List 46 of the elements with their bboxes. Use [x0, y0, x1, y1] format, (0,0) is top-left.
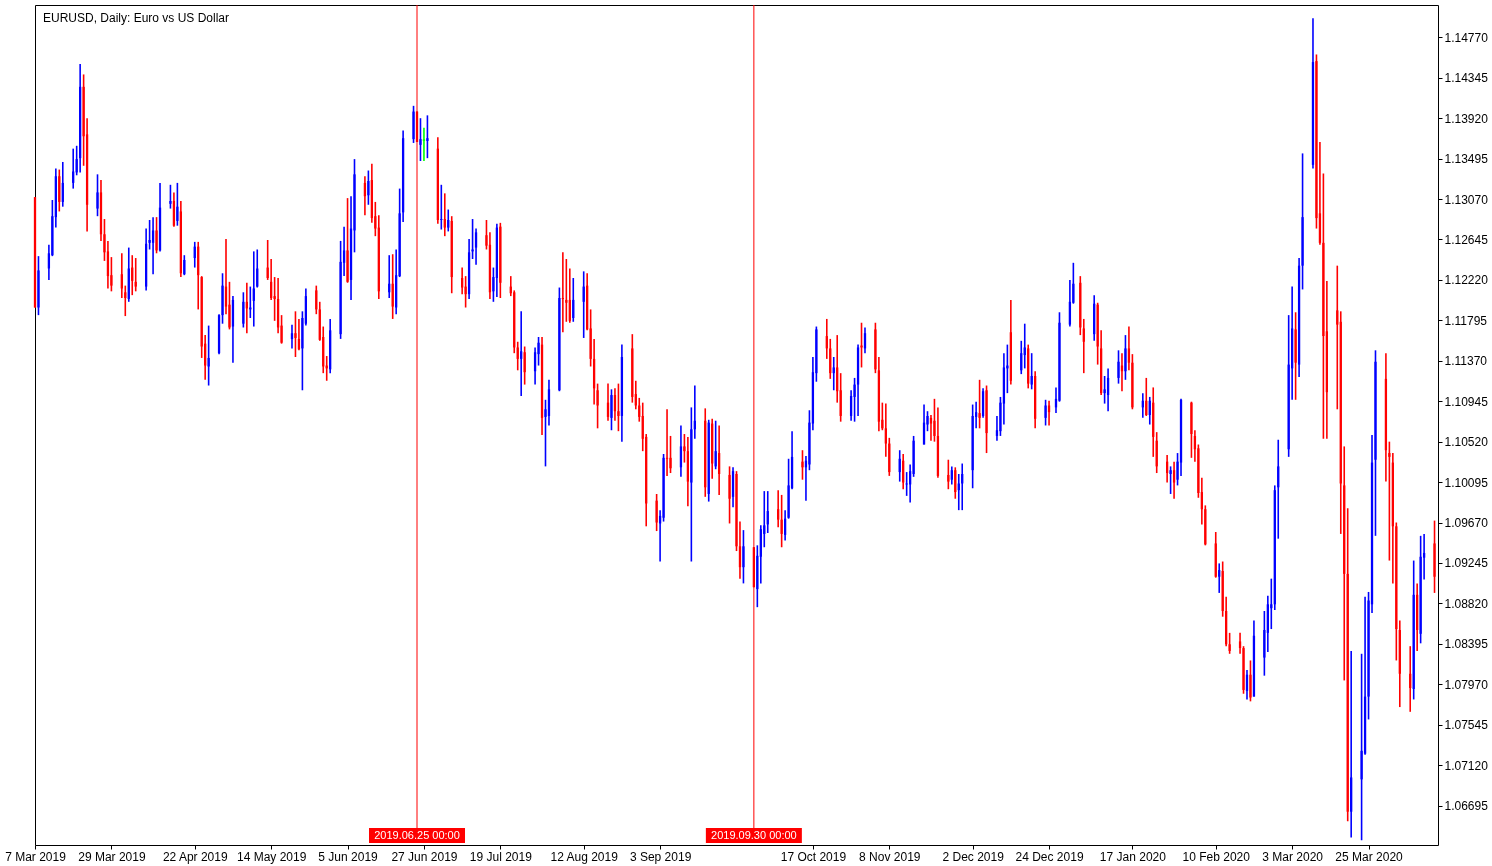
x-tick-label: 5 Jun 2019: [318, 849, 379, 864]
y-tick-label: 1.08395: [1444, 637, 1489, 652]
candlestick: [294, 310, 297, 358]
x-tick-label: 25 Mar 2020: [1335, 849, 1404, 864]
x-tick-label: 17 Oct 2019: [780, 849, 847, 864]
candlestick: [1044, 398, 1047, 427]
y-tick-label: 1.13495: [1444, 152, 1489, 167]
x-tick-label: 19 Jul 2019: [469, 849, 533, 864]
y-tick-label: 1.10945: [1444, 394, 1489, 409]
x-tick-label: 27 Jun 2019: [391, 849, 458, 864]
y-tick-label: 1.07120: [1444, 758, 1489, 773]
x-tick-label: 2 Dec 2019: [942, 849, 1005, 864]
candlestick: [419, 117, 422, 162]
x-tick-label: 14 May 2019: [236, 849, 307, 864]
ref-line-label: 2019.06.25 00:00: [374, 828, 460, 841]
y-tick-label: 1.11795: [1444, 313, 1488, 328]
candlestick: [978, 379, 981, 430]
y-tick-label: 1.08820: [1444, 596, 1489, 611]
x-tick-label: 22 Apr 2019: [162, 849, 228, 864]
candlestick: [96, 173, 99, 217]
x-tick-label: 3 Mar 2020: [1262, 849, 1324, 864]
y-tick-label: 1.12220: [1444, 273, 1489, 288]
ref-line-label: 2019.09.30 00:00: [711, 828, 797, 841]
y-tick-label: 1.07970: [1444, 677, 1489, 692]
candlestick: [617, 382, 620, 432]
y-tick-label: 1.12645: [1444, 233, 1489, 247]
y-tick-label: 1.10095: [1444, 475, 1489, 490]
x-tick-label: 29 Mar 2019: [78, 849, 146, 864]
y-tick-label: 1.13070: [1444, 192, 1489, 207]
x-tick-label: 17 Jan 2020: [1099, 849, 1167, 864]
y-tick-label: 1.11370: [1444, 354, 1488, 369]
y-tick-label: 1.14770: [1444, 30, 1489, 45]
x-tick-label: 7 Mar 2019: [5, 849, 67, 864]
y-tick-label: 1.07545: [1444, 718, 1489, 733]
text: EURUSD, Daily: Euro vs US Dollar: [43, 11, 230, 25]
y-tick-label: 1.09670: [1444, 516, 1489, 531]
y-tick-label: 1.09245: [1444, 556, 1489, 571]
y-tick-label: 1.10520: [1444, 435, 1489, 450]
x-tick-label: 24 Dec 2019: [1015, 849, 1084, 864]
y-tick-label: 1.13920: [1444, 111, 1489, 126]
y-tick-label: 1.06695: [1444, 799, 1489, 814]
x-tick-label: 8 Nov 2019: [859, 849, 921, 864]
y-tick-label: 1.14345: [1444, 71, 1489, 86]
x-tick-label: 10 Feb 2020: [1182, 849, 1251, 864]
x-tick-label: 12 Aug 2019: [550, 849, 619, 864]
x-tick-label: 3 Sep 2019: [629, 849, 692, 864]
